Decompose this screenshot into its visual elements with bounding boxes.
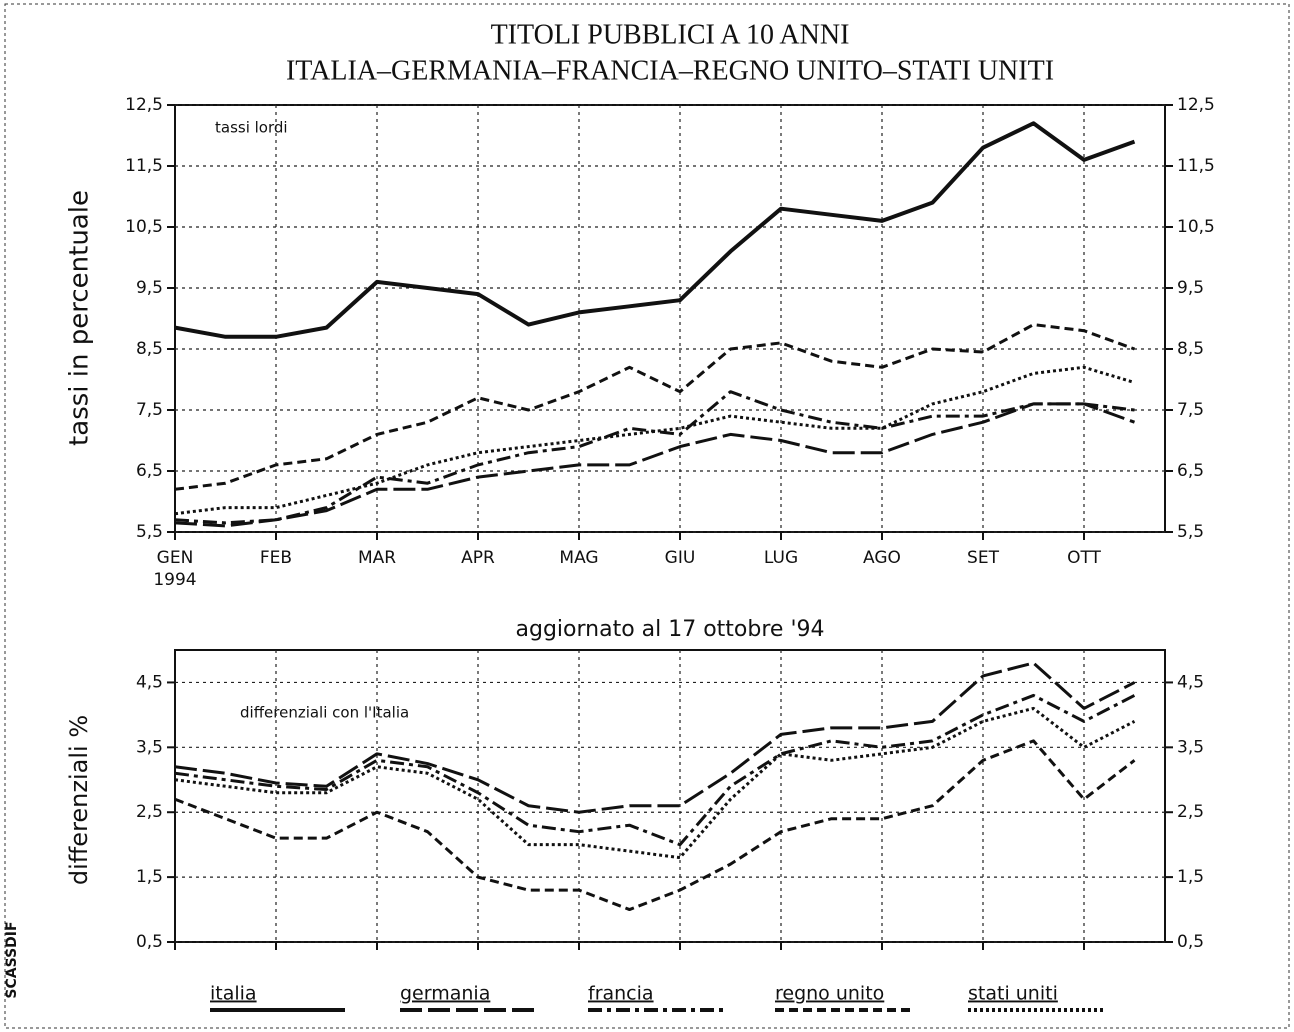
x-tick-label: OTT bbox=[1067, 548, 1101, 568]
legend-label: italia bbox=[210, 983, 257, 1005]
y-tick-label: 9,5 bbox=[136, 278, 163, 298]
y-tick-label: 12,5 bbox=[1177, 95, 1215, 115]
data-line bbox=[174, 693, 1136, 847]
x-tick-label: MAG bbox=[559, 548, 598, 568]
y-tick-label: 12,5 bbox=[125, 95, 163, 115]
legend-label: francia bbox=[588, 983, 654, 1005]
y-tick-label: 0,5 bbox=[1177, 932, 1204, 952]
x-tick-label: AGO bbox=[863, 548, 901, 568]
legend-label: regno unito bbox=[775, 983, 884, 1005]
y-tick-label: 8,5 bbox=[1177, 339, 1204, 359]
data-line bbox=[174, 739, 1136, 912]
y-tick-label: 4,5 bbox=[1177, 672, 1204, 692]
y-tick-label: 5,5 bbox=[1177, 522, 1204, 542]
y-tick-label: 1,5 bbox=[136, 867, 163, 887]
page-border bbox=[4, 3, 1290, 1029]
annotation: tassi lordi bbox=[215, 119, 288, 137]
plot-frame bbox=[174, 649, 1166, 943]
y-axis-label: tassi in percentuale bbox=[65, 190, 95, 446]
data-line bbox=[174, 706, 1136, 860]
x-tick-label: SET bbox=[967, 548, 1000, 568]
x-tick-label: GIU bbox=[665, 548, 696, 568]
x-tick-label: FEB bbox=[260, 548, 292, 568]
y-tick-label: 6,5 bbox=[136, 461, 163, 481]
y-tick-label: 6,5 bbox=[1177, 461, 1204, 481]
x-tick-label: LUG bbox=[764, 548, 798, 568]
y-tick-label: 7,5 bbox=[1177, 400, 1204, 420]
data-line bbox=[174, 661, 1136, 814]
y-tick-label: 2,5 bbox=[136, 802, 163, 822]
y-tick-label: 8,5 bbox=[136, 339, 163, 359]
x-tick-label: MAR bbox=[358, 548, 396, 568]
data-line bbox=[174, 121, 1136, 339]
annotation: differenziali con l'Italia bbox=[240, 704, 409, 722]
subchart-title: aggiornato al 17 ottobre '94 bbox=[516, 617, 825, 642]
data-line bbox=[174, 402, 1136, 528]
legend-label: stati uniti bbox=[968, 983, 1058, 1005]
chart-subtitle: ITALIA–GERMANIA–FRANCIA–REGNO UNITO–STAT… bbox=[286, 55, 1054, 86]
y-tick-label: 7,5 bbox=[136, 400, 163, 420]
y-tick-label: 11,5 bbox=[1177, 156, 1215, 176]
x-tick-label: GEN 1994 bbox=[153, 548, 196, 590]
y-axis-label: differenziali % bbox=[65, 715, 93, 885]
y-tick-label: 5,5 bbox=[136, 522, 163, 542]
y-tick-label: 11,5 bbox=[125, 156, 163, 176]
plot-frame bbox=[174, 104, 1166, 533]
y-tick-label: 10,5 bbox=[125, 217, 163, 237]
chart-title: TITOLI PUBBLICI A 10 ANNI bbox=[491, 19, 850, 50]
y-tick-label: 9,5 bbox=[1177, 278, 1204, 298]
x-tick-label: APR bbox=[461, 548, 495, 568]
y-tick-label: 2,5 bbox=[1177, 802, 1204, 822]
y-tick-label: 4,5 bbox=[136, 672, 163, 692]
side-label: SCASSDIF bbox=[4, 921, 20, 998]
y-tick-label: 1,5 bbox=[1177, 867, 1204, 887]
legend-label: germania bbox=[400, 983, 490, 1005]
y-tick-label: 3,5 bbox=[136, 737, 163, 757]
y-tick-label: 0,5 bbox=[136, 932, 163, 952]
y-tick-label: 3,5 bbox=[1177, 737, 1204, 757]
data-line bbox=[174, 365, 1135, 516]
data-line bbox=[174, 323, 1136, 491]
y-tick-label: 10,5 bbox=[1177, 217, 1215, 237]
